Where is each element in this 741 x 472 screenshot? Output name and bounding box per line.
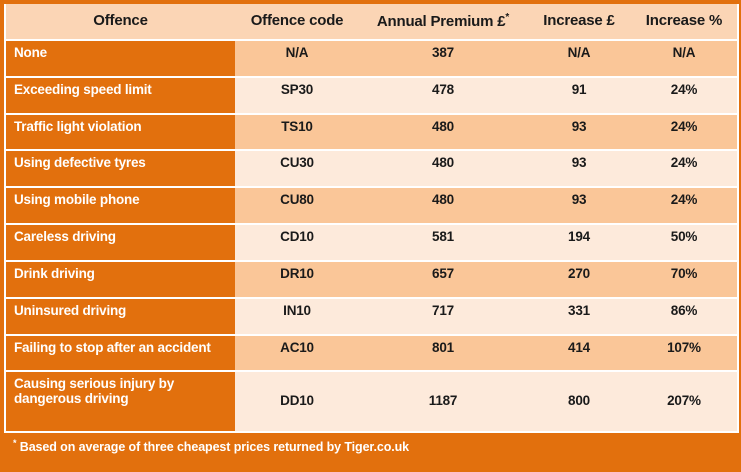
premium-cell: 480 — [359, 149, 527, 188]
table-row: Traffic light violation TS10 480 93 24% — [4, 112, 739, 151]
increase-amount-cell: 93 — [527, 186, 631, 225]
increase-amount-cell: 270 — [527, 259, 631, 298]
offence-code-cell: N/A — [235, 39, 359, 77]
premium-cell: 1187 — [359, 370, 527, 432]
premium-cell: 480 — [359, 186, 527, 225]
increase-amount-cell: 93 — [527, 149, 631, 188]
increase-amount-cell: 331 — [527, 296, 631, 335]
footnote-marker: * — [13, 438, 17, 448]
footnote: * Based on average of three cheapest pri… — [5, 431, 738, 468]
table-row: Uninsured driving IN10 717 331 86% — [4, 296, 739, 335]
premium-cell: 717 — [359, 296, 527, 335]
footnote-row: * Based on average of three cheapest pri… — [5, 431, 738, 468]
offence-code-cell: IN10 — [235, 296, 359, 335]
table-row: Causing serious injury by dangerous driv… — [4, 370, 739, 432]
table-row: Exceeding speed limit SP30 478 91 24% — [4, 75, 739, 114]
premium-cell: 480 — [359, 112, 527, 151]
increase-percent-cell: 207% — [631, 370, 739, 432]
header-row: Offence Offence code Annual Premium £* I… — [4, 4, 739, 40]
increase-percent-cell: 86% — [631, 296, 739, 335]
premium-cell: 801 — [359, 333, 527, 372]
offence-cell: Uninsured driving — [4, 296, 235, 335]
table-row: Using defective tyres CU30 480 93 24% — [4, 149, 739, 188]
premium-table: Offence Offence code Annual Premium £* I… — [4, 4, 739, 468]
offence-cell: Careless driving — [4, 223, 235, 261]
column-header-annual-premium: Annual Premium £* — [359, 4, 527, 40]
offence-code-cell: SP30 — [235, 75, 359, 114]
offence-code-cell: TS10 — [235, 112, 359, 151]
column-header-offence-code: Offence code — [235, 4, 359, 40]
offence-code-cell: CU80 — [235, 186, 359, 225]
increase-percent-cell: 107% — [631, 333, 739, 372]
table-row: None N/A 387 N/A N/A — [4, 39, 739, 77]
offence-cell: Failing to stop after an accident — [4, 333, 235, 372]
offence-code-cell: CD10 — [235, 223, 359, 261]
column-header-increase-amount: Increase £ — [527, 4, 631, 40]
premium-cell: 387 — [359, 39, 527, 77]
increase-amount-cell: 91 — [527, 75, 631, 114]
increase-amount-cell: 800 — [527, 370, 631, 432]
increase-amount-cell: 414 — [527, 333, 631, 372]
offence-cell: Using mobile phone — [4, 186, 235, 225]
increase-percent-cell: 24% — [631, 186, 739, 225]
annual-premium-label: Annual Premium £ — [376, 13, 506, 30]
table-row: Failing to stop after an accident AC10 801… — [4, 333, 739, 372]
column-header-offence: Offence — [4, 4, 235, 40]
offence-cell: None — [4, 39, 235, 77]
offence-cell: Exceeding speed limit — [4, 75, 235, 114]
offence-code-cell: AC10 — [235, 333, 359, 372]
footnote-text: Based on average of three cheapest price… — [16, 440, 410, 455]
offence-code-cell: DR10 — [235, 259, 359, 298]
offence-cell: Using defective tyres — [4, 149, 235, 188]
offence-code-cell: CU30 — [235, 149, 359, 188]
table-row: Careless driving CD10 581 194 50% — [4, 223, 739, 261]
offence-code-cell: DD10 — [235, 370, 359, 432]
increase-percent-cell: 70% — [631, 259, 739, 298]
offence-cell: Drink driving — [4, 259, 235, 298]
offence-cell: Traffic light violation — [4, 112, 235, 151]
premium-cell: 478 — [359, 75, 527, 114]
footnote-marker: * — [505, 12, 510, 23]
table-row: Drink driving DR10 657 270 70% — [4, 259, 739, 298]
table-header: Offence Offence code Annual Premium £* I… — [4, 4, 739, 40]
increase-percent-cell: 24% — [631, 112, 739, 151]
increase-amount-cell: 194 — [527, 223, 631, 261]
premium-cell: 581 — [359, 223, 527, 261]
table-row: Using mobile phone CU80 480 93 24% — [4, 186, 739, 225]
column-header-increase-percent: Increase % — [631, 4, 739, 40]
increase-percent-cell: 24% — [631, 149, 739, 188]
table-body: None N/A 387 N/A N/A Exceeding speed limit SP3… — [4, 39, 739, 432]
premium-cell: 657 — [359, 259, 527, 298]
increase-amount-cell: 93 — [527, 112, 631, 151]
offence-cell: Causing serious injury by dangerous driv… — [4, 370, 235, 432]
increase-percent-cell: 24% — [631, 75, 739, 114]
table-footer: * Based on average of three cheapest pri… — [5, 431, 738, 468]
increase-amount-cell: N/A — [527, 39, 631, 77]
increase-percent-cell: 50% — [631, 223, 739, 261]
increase-percent-cell: N/A — [631, 39, 739, 77]
